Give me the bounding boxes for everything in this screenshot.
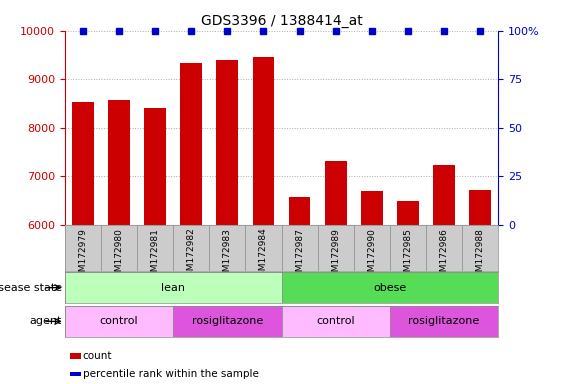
Bar xyxy=(173,306,282,337)
Bar xyxy=(180,63,202,384)
Bar xyxy=(325,161,347,384)
Text: disease state: disease state xyxy=(0,283,62,293)
Text: lean: lean xyxy=(161,283,185,293)
Text: GSM172979: GSM172979 xyxy=(78,228,87,283)
Text: obese: obese xyxy=(373,283,406,293)
Title: GDS3396 / 1388414_at: GDS3396 / 1388414_at xyxy=(200,14,363,28)
Text: GSM172986: GSM172986 xyxy=(440,228,449,283)
Text: GSM172981: GSM172981 xyxy=(150,228,159,283)
Text: rosiglitazone: rosiglitazone xyxy=(191,316,263,326)
Text: count: count xyxy=(83,351,112,361)
Text: agent: agent xyxy=(29,316,62,326)
Text: GSM172988: GSM172988 xyxy=(476,228,485,283)
Bar xyxy=(390,306,498,337)
Text: control: control xyxy=(316,316,355,326)
Text: percentile rank within the sample: percentile rank within the sample xyxy=(83,369,258,379)
Text: GSM172985: GSM172985 xyxy=(404,228,413,283)
Bar xyxy=(282,272,498,303)
Bar xyxy=(361,191,383,384)
Text: rosiglitazone: rosiglitazone xyxy=(408,316,480,326)
Text: GSM172983: GSM172983 xyxy=(223,228,232,283)
Bar xyxy=(108,100,129,384)
Bar xyxy=(397,201,419,384)
Text: GSM172984: GSM172984 xyxy=(259,228,268,282)
Bar xyxy=(289,197,310,384)
Bar xyxy=(253,57,274,384)
Bar xyxy=(470,190,491,384)
Text: GSM172990: GSM172990 xyxy=(367,228,376,283)
Text: control: control xyxy=(100,316,138,326)
Text: GSM172982: GSM172982 xyxy=(187,228,196,282)
Bar xyxy=(65,272,282,303)
Bar xyxy=(434,166,455,384)
Text: GSM172987: GSM172987 xyxy=(295,228,304,283)
Bar xyxy=(282,306,390,337)
Bar xyxy=(144,108,166,384)
Bar xyxy=(72,102,93,384)
Text: GSM172980: GSM172980 xyxy=(114,228,123,283)
Bar xyxy=(216,60,238,384)
Bar xyxy=(65,306,173,337)
Text: GSM172989: GSM172989 xyxy=(331,228,340,283)
